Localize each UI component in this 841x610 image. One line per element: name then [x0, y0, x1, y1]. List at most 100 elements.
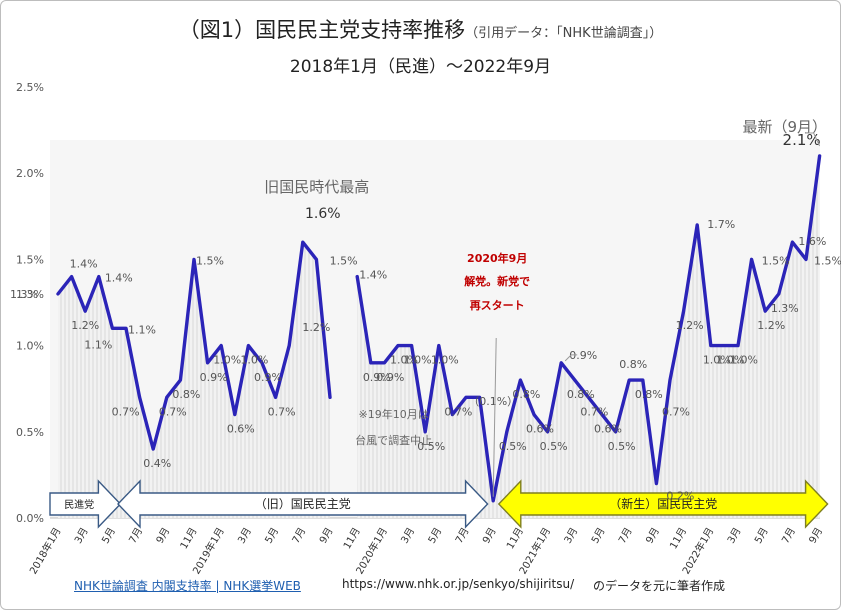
x-tick-label: 2018年1月 — [26, 525, 63, 576]
data-label: 1.2% — [676, 319, 704, 332]
source-note: のデータを元に筆者作成 — [593, 579, 726, 593]
data-label: 0.8% — [635, 388, 663, 401]
x-tick-label: 9月 — [643, 526, 662, 546]
period-arrow — [49, 479, 122, 529]
data-label: （0.1%） — [468, 395, 518, 408]
x-tick-label: 7月 — [616, 526, 635, 546]
x-tick-label: 7月 — [453, 526, 472, 546]
y-tick-label: 2.0% — [16, 167, 44, 180]
x-tick-label: 3月 — [399, 526, 418, 546]
data-label: 0.7% — [662, 405, 690, 418]
x-tick-label: 11月 — [178, 526, 200, 552]
x-tick-label: 5月 — [99, 526, 118, 546]
data-label: 1.4% — [359, 269, 387, 282]
data-label: 0.5% — [608, 440, 636, 453]
data-label-leader — [564, 354, 578, 362]
data-label: 0.7% — [580, 405, 608, 418]
period-arrow-label: 民進党 — [64, 498, 94, 511]
data-label: 1.3% — [771, 302, 799, 315]
period-arrow-label: （旧）国民民主党 — [255, 496, 351, 511]
annotation-restart: 再スタート — [470, 299, 525, 312]
data-label: 1.6% — [798, 235, 826, 248]
y-tick-label: 0.5% — [16, 426, 44, 439]
data-label: 1.7% — [707, 218, 735, 231]
x-tick-label: 9月 — [480, 526, 499, 546]
annotation-latest: 最新（9月） — [743, 118, 828, 136]
data-label: 1.4% — [105, 272, 133, 285]
x-tick-label: 3月 — [235, 526, 254, 546]
series-line-segment — [355, 154, 822, 503]
data-label: 1.0% — [390, 354, 418, 367]
x-tick-label: 7月 — [290, 526, 309, 546]
series-line-segment — [56, 240, 332, 451]
data-label: 1.5% — [330, 254, 358, 267]
x-tick-label: 5月 — [589, 526, 608, 546]
x-tick-label: 5月 — [426, 526, 445, 546]
x-tick-label: 11月 — [504, 526, 526, 552]
data-label: 1.0% — [716, 354, 744, 367]
data-label: 1.0% — [213, 354, 241, 367]
x-tick-label: 3月 — [725, 526, 744, 546]
x-tick-label: 11月 — [341, 526, 363, 552]
peak-data-label: 2.1% — [783, 131, 821, 149]
data-label: 0.9% — [376, 371, 404, 384]
data-label: 1.1% — [128, 323, 156, 336]
data-label: 0.6% — [227, 423, 255, 436]
x-tick-label: 5月 — [752, 526, 771, 546]
x-tick-label: 7月 — [127, 526, 146, 546]
period-arrow — [497, 479, 829, 529]
data-label: 0.6% — [526, 423, 554, 436]
chart-subtitle: 2018年1月（民進）〜2022年9月 — [289, 57, 552, 77]
data-label: 0.5% — [417, 440, 445, 453]
data-label: 1.3% — [10, 288, 38, 301]
series-area-segment — [357, 155, 820, 518]
period-arrow-label: （新生）国民民主党 — [609, 496, 717, 511]
annotation-old-high: 旧国民時代最高 — [264, 178, 369, 196]
y-tick-label: 0.0% — [16, 512, 44, 525]
data-label: 0.7% — [268, 405, 296, 418]
x-tick-label: 9月 — [154, 526, 173, 546]
data-label: 0.7% — [112, 405, 140, 418]
series-area-segment — [58, 242, 330, 518]
annotation-restart-leader — [492, 337, 497, 497]
x-tick-label: 3月 — [562, 526, 581, 546]
data-label: 1.5% — [196, 254, 224, 267]
data-label: 0.9% — [569, 349, 597, 362]
x-tick-label: 5月 — [263, 526, 282, 546]
annotation-restart: 解党。新党で — [464, 274, 530, 288]
data-label: 0.8% — [172, 388, 200, 401]
source-link[interactable]: NHK世論調査 内閣支持率 | NHK選挙WEB — [74, 579, 301, 593]
data-label: 1.0% — [240, 354, 268, 367]
data-label: 1.0% — [431, 354, 459, 367]
y-tick-label: 2.5% — [16, 81, 44, 94]
data-label: 0.7% — [159, 405, 187, 418]
chart-title-text: （図1）国民民主党支持率推移 — [178, 18, 466, 42]
chart-title: （図1）国民民主党支持率推移（引用データ：「NHK世論調査」） — [0, 14, 841, 44]
annotation-latest-leader — [806, 132, 821, 147]
data-label: 0.4% — [143, 457, 171, 470]
annotation-restart: 2020年9月 — [467, 251, 527, 265]
data-label: 0.8% — [619, 358, 647, 371]
y-tick-label: 1.0% — [16, 340, 44, 353]
period-arrow — [117, 479, 489, 529]
data-label: 1.0% — [703, 354, 731, 367]
data-label: 0.9% — [254, 371, 282, 384]
data-label: 1.0% — [730, 354, 758, 367]
x-tick-label: 9月 — [317, 526, 336, 546]
y-tick-label: 1.3% — [16, 288, 44, 301]
data-label: 1.2% — [302, 321, 330, 334]
data-label: 1.5% — [762, 254, 790, 267]
data-label: 0.9% — [200, 371, 228, 384]
source-url: https://www.nhk.or.jp/senkyo/shijiritsu/ — [342, 577, 575, 591]
x-tick-label: 3月 — [72, 526, 91, 546]
chart-title-source: （引用データ：「NHK世論調査」） — [465, 26, 663, 41]
data-label: 0.9% — [363, 371, 391, 384]
peak-data-label: 1.6% — [305, 206, 341, 222]
data-label: 0.6% — [594, 423, 622, 436]
data-label: 0.8% — [567, 388, 595, 401]
data-label: 1.2% — [757, 319, 785, 332]
data-label: 0.7% — [444, 405, 472, 418]
data-label: 1.1% — [84, 338, 112, 351]
y-tick-label: 1.5% — [16, 253, 44, 266]
data-label: 1.2% — [71, 319, 99, 332]
